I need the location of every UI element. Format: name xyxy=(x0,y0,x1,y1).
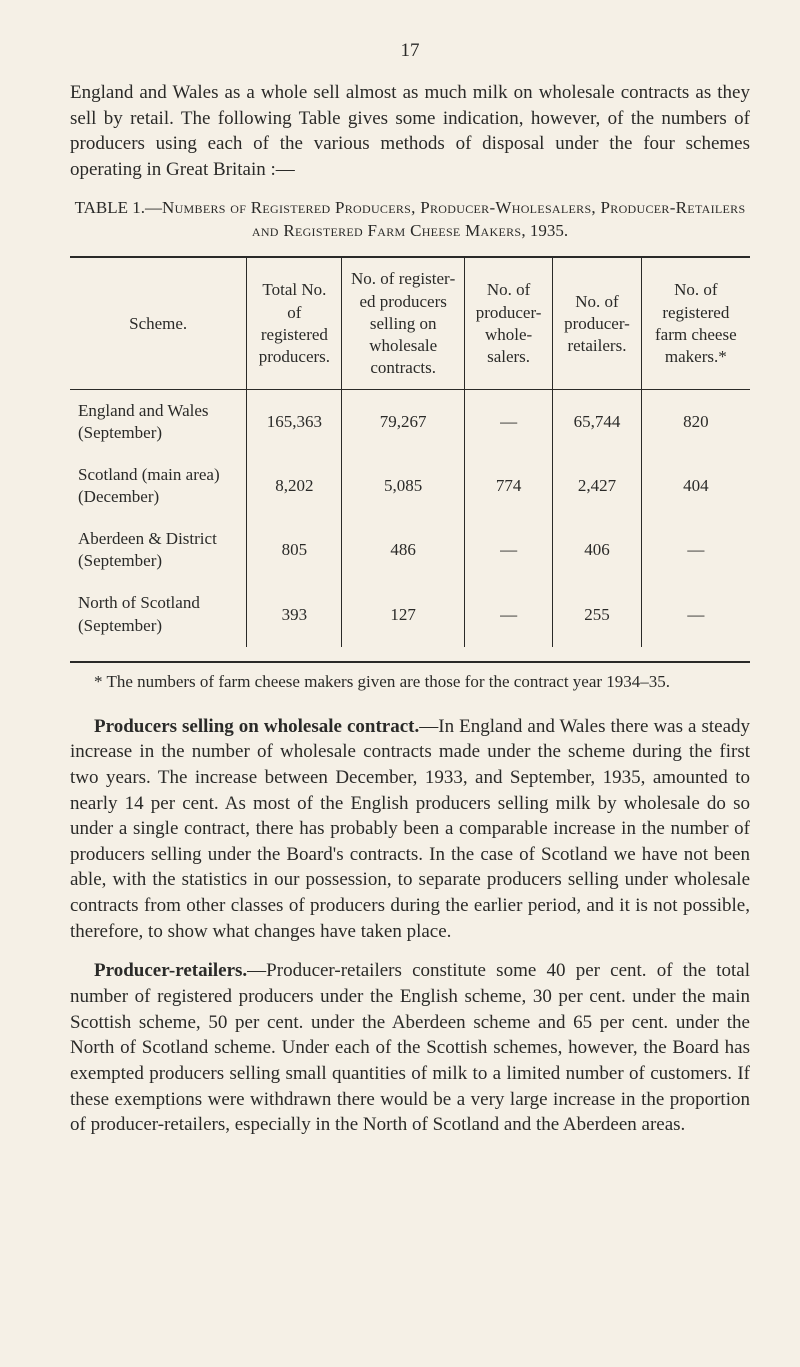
cell-value: — xyxy=(464,390,552,454)
cell-value: — xyxy=(641,582,750,646)
cell-value: 165,363 xyxy=(247,390,342,454)
section-producers-wholesale: Producers selling on wholesale contract.… xyxy=(70,714,750,945)
cell-value: 2,427 xyxy=(553,454,641,518)
table-caption: TABLE 1.—Numbers of Registered Producers… xyxy=(70,197,750,243)
cell-value: — xyxy=(464,582,552,646)
col-header-prod-retailers: No. of producer-retailers. xyxy=(553,258,641,388)
cell-scheme: Scotland (main area) (December) xyxy=(70,454,247,518)
cell-scheme: Aberdeen & District (September) xyxy=(70,518,247,582)
section-producer-retailers: Producer-retailers.—Producer-retailers c… xyxy=(70,958,750,1137)
cell-value: 5,085 xyxy=(342,454,464,518)
col-header-total: Total No. of registered producers. xyxy=(247,258,342,388)
section-head-retailers: Producer-retailers. xyxy=(94,960,247,981)
page-number: 17 xyxy=(70,40,750,62)
table-head: Scheme. Total No. of registered producer… xyxy=(70,258,750,388)
col-header-wholesale: No. of register­ed producers selling on … xyxy=(342,258,464,388)
table-bottom-rule xyxy=(70,661,750,663)
cell-value: 486 xyxy=(342,518,464,582)
table-header-row: Scheme. Total No. of registered producer… xyxy=(70,258,750,388)
cell-value: 79,267 xyxy=(342,390,464,454)
cell-scheme: England and Wales (September) xyxy=(70,390,247,454)
cell-value: 774 xyxy=(464,454,552,518)
data-table: Scheme. Total No. of registered producer… xyxy=(70,258,750,646)
table-body: England and Wales (September) 165,363 79… xyxy=(70,389,750,647)
cell-value: — xyxy=(464,518,552,582)
section-head-wholesale: Producers selling on wholesale contract. xyxy=(94,716,419,737)
col-header-prod-wholesalers: No. of producer-whole­salers. xyxy=(464,258,552,388)
cell-scheme: North of Scotland (September) xyxy=(70,582,247,646)
cell-value: — xyxy=(641,518,750,582)
cell-value: 65,744 xyxy=(553,390,641,454)
cell-value: 8,202 xyxy=(247,454,342,518)
table-row: North of Scotland (September) 393 127 — … xyxy=(70,582,750,646)
table-footnote: * The numbers of farm cheese makers give… xyxy=(70,671,750,694)
caption-tail: , 1935. xyxy=(521,221,568,240)
col-header-cheese: No. of registered farm cheese makers.* xyxy=(641,258,750,388)
cell-value: 393 xyxy=(247,582,342,646)
table-row: England and Wales (September) 165,363 79… xyxy=(70,390,750,454)
section-body-wholesale: —In England and Wales there was a steady… xyxy=(70,716,750,942)
caption-prefix: TABLE 1.— xyxy=(75,198,162,217)
col-header-scheme: Scheme. xyxy=(70,258,247,388)
cell-value: 805 xyxy=(247,518,342,582)
caption-smallcaps: Numbers of Registered Producers, Produce… xyxy=(162,198,745,240)
cell-value: 255 xyxy=(553,582,641,646)
cell-value: 820 xyxy=(641,390,750,454)
cell-value: 406 xyxy=(553,518,641,582)
intro-paragraph: England and Wales as a whole sell almost… xyxy=(70,80,750,183)
section-body-retailers: —Producer-retailers constitute some 40 p… xyxy=(70,960,750,1135)
page: 17 England and Wales as a whole sell alm… xyxy=(0,0,800,1212)
cell-value: 404 xyxy=(641,454,750,518)
cell-value: 127 xyxy=(342,582,464,646)
table-row: Aberdeen & District (September) 805 486 … xyxy=(70,518,750,582)
table-row: Scotland (main area) (December) 8,202 5,… xyxy=(70,454,750,518)
